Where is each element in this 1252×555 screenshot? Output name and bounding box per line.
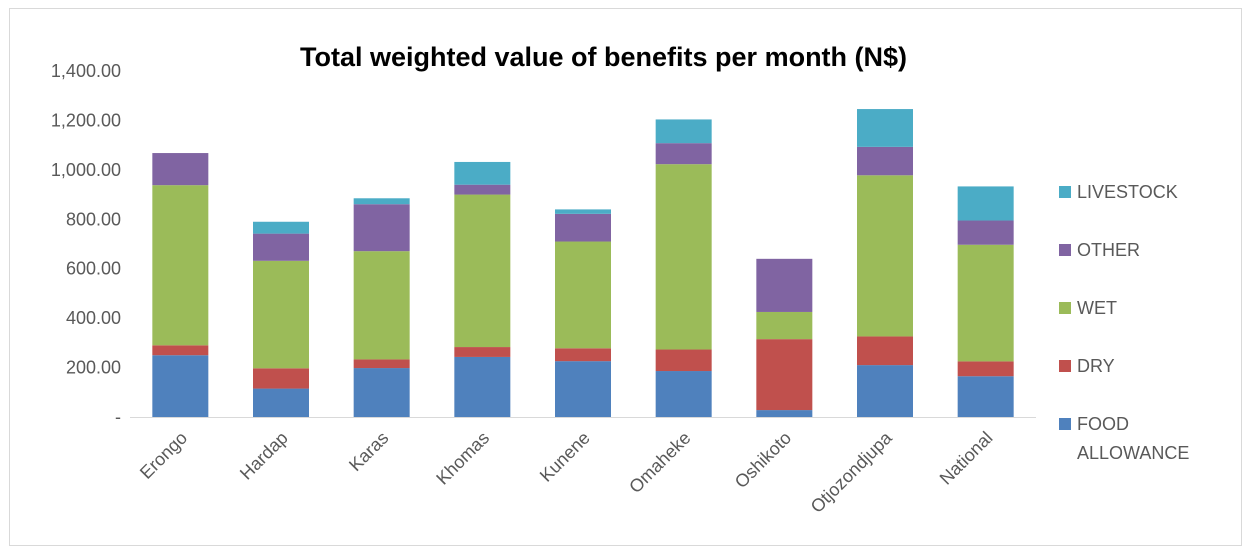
- bar-livestock: [957, 186, 1014, 221]
- bar-food-allowance: [454, 356, 511, 417]
- bar-dry: [857, 336, 913, 366]
- legend-swatch: [1059, 360, 1071, 372]
- bar-other: [655, 143, 712, 165]
- bar-food-allowance: [555, 361, 611, 417]
- y-tick-label: 600.00: [66, 259, 121, 279]
- bar-dry: [655, 349, 712, 372]
- stacked-bar-chart: - 200.00 400.00 600.00 800.00 1,000.00 1,200.0…: [51, 61, 1189, 517]
- bar-other: [555, 213, 611, 242]
- bar-dry: [253, 368, 309, 389]
- bar-other: [353, 204, 410, 252]
- bar-other: [454, 184, 511, 195]
- bar-food-allowance: [857, 365, 913, 417]
- legend-swatch: [1059, 186, 1071, 198]
- bar-livestock: [353, 198, 410, 205]
- bar-food-allowance: [756, 410, 813, 417]
- bar-dry: [756, 339, 813, 411]
- y-tick-label: 1,200.00: [51, 110, 121, 130]
- bar-livestock: [253, 221, 309, 234]
- chart-frame: Total weighted value of benefits per mon…: [9, 8, 1242, 546]
- bar-other: [857, 146, 913, 176]
- y-tick-label: 400.00: [66, 308, 121, 328]
- bar-other: [253, 233, 309, 261]
- legend-label: LIVESTOCK: [1077, 182, 1178, 202]
- x-category-label: Omaheke: [625, 428, 694, 497]
- bar-other: [756, 258, 813, 312]
- legend-label: WET: [1077, 298, 1117, 318]
- x-category-label: National: [936, 428, 997, 489]
- legend-swatch: [1059, 244, 1071, 256]
- legend-swatch: [1059, 418, 1071, 430]
- bar-wet: [152, 185, 209, 346]
- bar-wet: [353, 251, 410, 360]
- chart-title: Total weighted value of benefits per mon…: [300, 42, 908, 72]
- bar-wet: [655, 164, 712, 350]
- x-category-label: Hardap: [236, 428, 292, 484]
- bar-wet: [555, 241, 611, 349]
- bar-food-allowance: [353, 368, 410, 417]
- legend-swatch: [1059, 302, 1071, 314]
- bar-other: [957, 220, 1014, 245]
- x-category-label: Khomas: [432, 428, 493, 489]
- y-tick-label: 800.00: [66, 209, 121, 229]
- y-tick-label: -: [115, 407, 121, 427]
- bar-food-allowance: [957, 376, 1014, 417]
- bar-food-allowance: [655, 371, 712, 417]
- bar-wet: [253, 260, 309, 369]
- bar-other: [152, 153, 209, 186]
- bar-wet: [957, 244, 1014, 362]
- x-category-label: Otjozondjupa: [807, 427, 897, 517]
- bar-livestock: [555, 209, 611, 214]
- x-category-label: Kunene: [536, 428, 594, 486]
- y-tick-label: 1,000.00: [51, 160, 121, 180]
- bar-dry: [555, 348, 611, 362]
- bar-food-allowance: [253, 388, 309, 417]
- bar-dry: [152, 345, 209, 356]
- bar-wet: [756, 311, 813, 340]
- y-tick-label: 1,400.00: [51, 61, 121, 81]
- bar-wet: [454, 194, 511, 348]
- legend-label: DRY: [1077, 356, 1115, 376]
- bar-food-allowance: [152, 355, 209, 417]
- bar-livestock: [454, 161, 511, 185]
- bar-dry: [353, 359, 410, 369]
- bar-livestock: [857, 109, 913, 147]
- legend-label: OTHER: [1077, 240, 1140, 260]
- bar-wet: [857, 175, 913, 337]
- x-category-label: Oshikoto: [731, 428, 795, 492]
- bar-dry: [957, 361, 1014, 377]
- x-category-label: Karas: [345, 428, 392, 475]
- legend-label: FOOD ALLOWANCE: [1077, 414, 1189, 463]
- bar-dry: [454, 347, 511, 357]
- y-tick-label: 200.00: [66, 358, 121, 378]
- bar-livestock: [655, 119, 712, 144]
- x-category-label: Erongo: [136, 428, 191, 483]
